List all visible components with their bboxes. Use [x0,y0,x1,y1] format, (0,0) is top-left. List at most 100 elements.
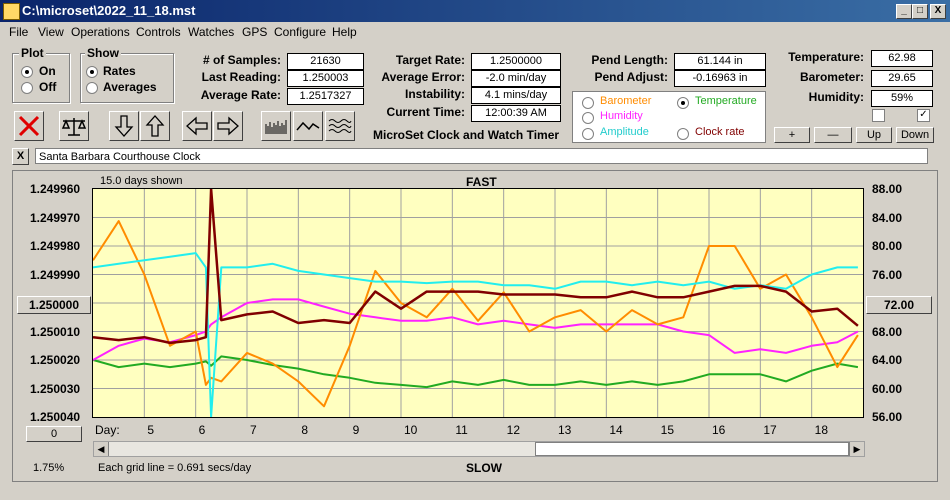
stop-x-icon [18,115,40,137]
zero-button[interactable]: 0 [26,426,82,442]
menu-configure[interactable]: Configure [274,25,327,39]
x-axis-tick-label: 12 [506,423,521,437]
right-arrow-button[interactable] [213,111,243,141]
temperature-field: 62.98 [871,50,933,67]
humidity-radio[interactable] [582,112,594,124]
plot-off-radio[interactable] [21,82,33,94]
plot-on-radio[interactable] [21,66,33,78]
target-rate-field[interactable]: 1.2500000 [471,53,561,70]
stop-button[interactable] [14,111,44,141]
menu-gps[interactable]: GPS [242,25,268,39]
x-axis-tick-label: 18 [814,423,829,437]
bars-view-button[interactable] [261,111,291,141]
bar-graph-icon [265,120,287,134]
x-axis-tick-label: 15 [660,423,675,437]
show-rates-radio[interactable] [86,66,98,78]
menu-file[interactable]: File [9,25,29,39]
barometer-label: Barometer: [799,70,864,84]
instability-label: Instability: [404,87,465,101]
menu-bar: File View Operations Controls Watches GP… [0,22,950,42]
time-scrollbar[interactable]: ◀ ▶ [93,441,865,457]
average-rate-label: Average Rate: [200,88,281,102]
show-averages-radio[interactable] [86,82,98,94]
temperature-label: Temperature: [788,50,864,64]
right-axis-tick-label: 68.00 [872,324,903,339]
app-subtitle: MicroSet Clock and Watch Timer [373,128,560,142]
last-reading-field: 1.250003 [287,70,364,87]
samples-label: # of Samples: [202,53,281,67]
scroll-left-icon[interactable]: ◀ [94,442,109,456]
up-arrow-button[interactable] [140,111,170,141]
pend-adjust-label: Pend Adjust: [594,70,668,84]
arrow-up-icon [145,115,165,137]
menu-help[interactable]: Help [332,25,357,39]
clock-name-field[interactable]: Santa Barbara Courthouse Clock [35,148,928,164]
barometer-radio[interactable] [582,97,594,109]
scale-plus-button[interactable]: + [774,127,810,143]
chart-svg [93,189,863,417]
plot-group-title: Plot [19,46,46,60]
menu-watches[interactable]: Watches [188,25,235,39]
x-axis-tick-label: 10 [404,423,418,437]
humidity-label: Humidity: [808,90,864,104]
left-arrow-button[interactable] [182,111,212,141]
wave-lines-icon [328,119,352,133]
percent-label: 1.75% [33,462,65,474]
right-axis-tick-label: 84.00 [872,210,903,225]
balance-scale-icon [61,118,87,136]
line-view-button[interactable] [293,111,323,141]
amplitude-radio[interactable] [582,128,594,140]
right-axis-tick-label: 80.00 [872,239,903,253]
clock-rate-option: Clock rate [695,126,745,138]
scale-minus-button[interactable]: — [814,127,852,143]
menu-view[interactable]: View [38,25,64,39]
show-averages-label: Averages [103,80,157,94]
arrow-left-icon [186,116,208,136]
close-button[interactable]: X [930,4,946,19]
right-axis-center-button[interactable]: 72.00 [866,296,932,314]
series-select-box: Barometer Temperature Humidity Amplitude… [572,91,766,143]
menu-operations[interactable]: Operations [71,25,130,39]
x-axis-tick-label: 5 [147,423,155,437]
show-group-title: Show [85,46,121,60]
clear-name-button[interactable]: X [12,148,29,165]
x-axis-tick-label: 11 [455,423,468,437]
clock-rate-radio[interactable] [677,128,689,140]
pend-adjust-field: -0.16963 in [674,70,766,87]
scroll-thumb[interactable] [535,442,849,456]
scale-down-button[interactable]: Down [896,127,934,143]
right-axis-tick-label: 76.00 [872,267,903,282]
x-axis-tick-label: 13 [558,423,572,437]
series-line-temperature [93,355,859,389]
right-axis-tick-label: 60.00 [872,381,903,396]
scroll-right-icon[interactable]: ▶ [849,442,864,456]
plot-area[interactable] [92,188,864,418]
left-checkbox[interactable] [872,109,885,122]
average-rate-field: 1.2517327 [287,88,364,105]
scale-up-button[interactable]: Up [856,127,892,143]
x-axis-tick-label: 16 [712,423,726,437]
menu-controls[interactable]: Controls [136,25,181,39]
temperature-radio[interactable] [677,97,689,109]
plot-group: Plot On Off [12,46,70,103]
x-axis-tick-label: 9 [352,423,360,437]
maximize-button[interactable]: □ [912,4,928,19]
plot-off-label: Off [39,80,57,94]
barometer-option: Barometer [600,95,652,107]
x-axis-tick-label: 7 [250,423,257,437]
series-line-barometer [93,220,859,408]
left-axis-tick-label: 1.250030 [30,381,81,396]
left-axis-center-button[interactable]: 1.250000 [17,296,91,314]
right-checkbox[interactable]: ✓ [917,109,930,122]
average-error-field: -2.0 min/day [471,70,561,87]
left-axis-tick-label: 1.249970 [30,210,81,225]
wave-view-button[interactable] [325,111,355,141]
left-axis-tick-label: 1.249990 [30,267,81,282]
current-time-field: 12:00:39 AM [471,105,561,122]
left-axis-tick-label: 1.249980 [30,239,81,253]
minimize-button[interactable]: _ [896,4,912,19]
down-arrow-button[interactable] [109,111,139,141]
series-line-clock-rate [93,189,859,345]
balance-button[interactable] [59,111,89,141]
pend-length-field[interactable]: 61.144 in [674,53,766,70]
